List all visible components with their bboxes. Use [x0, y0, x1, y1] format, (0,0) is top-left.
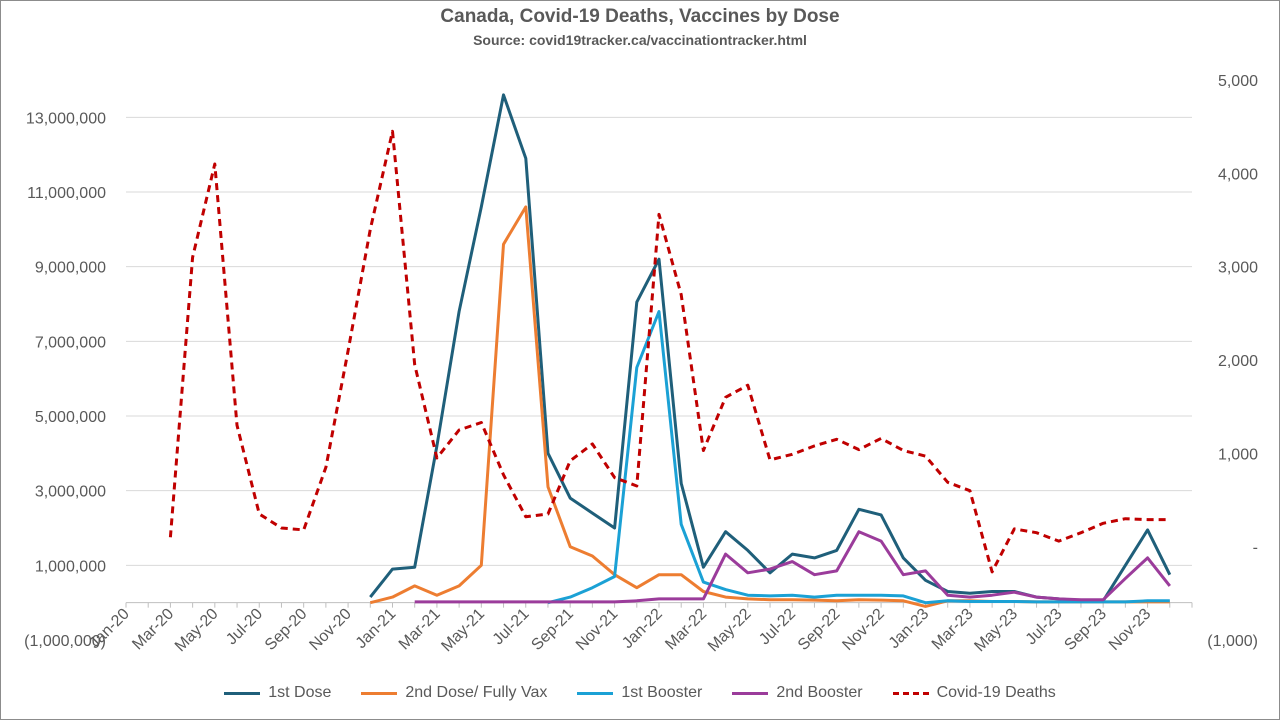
legend-swatch [224, 691, 261, 695]
x-tick-label: Jul-20 [223, 605, 266, 648]
x-tick-label: May-21 [438, 605, 488, 655]
x-tick-label: Jan-21 [353, 605, 400, 652]
x-tick-label: Mar-22 [662, 605, 710, 653]
legend-swatch [732, 691, 769, 695]
x-tick-label: Nov-22 [839, 605, 888, 654]
legend-item: 1st Booster [577, 684, 702, 702]
y-left-tick-label: 13,000,000 [26, 110, 106, 127]
x-tick-label: Mar-21 [396, 605, 444, 653]
y-right-tick-label: 5,000 [1218, 73, 1258, 90]
y-left-tick-label: 1,000,000 [35, 558, 106, 575]
x-tick-label: May-23 [971, 605, 1021, 655]
x-tick-label: Jul-23 [1023, 605, 1066, 648]
series-line-1st-dose [369, 93, 1172, 603]
x-tick-label: Sep-20 [262, 605, 311, 654]
chart-subtitle: Source: covid19tracker.ca/vaccinationtra… [473, 32, 807, 48]
chart-legend: 1st Dose 2nd Dose/ Fully Vax 1st Booster 2n… [0, 684, 1280, 702]
legend-swatch [892, 691, 929, 695]
legend-label: 1st Dose [268, 684, 332, 701]
x-tick-label: May-22 [705, 605, 755, 655]
legend-label: 2nd Booster [776, 684, 863, 701]
legend-label: 2nd Dose/ Fully Vax [405, 684, 548, 701]
x-tick-label: Mar-23 [929, 605, 977, 653]
legend-item: 2nd Dose/ Fully Vax [361, 684, 547, 702]
y-left-tick-label: 11,000,000 [27, 185, 106, 202]
y-left-tick-label: (1,000,000) [24, 633, 106, 650]
y-right-tick-label: 2,000 [1218, 353, 1258, 370]
y-right-tick-label: 4,000 [1218, 166, 1258, 183]
x-tick-label: Jan-23 [886, 605, 933, 652]
series-line-1st-booster [547, 310, 1170, 605]
legend-item: 1st Dose [224, 684, 331, 702]
y-left-tick-label: 5,000,000 [35, 409, 106, 426]
legend-label: 1st Booster [621, 684, 703, 701]
series-line-covid-19-deaths [168, 129, 1170, 574]
x-tick-label: Jan-22 [619, 605, 666, 652]
y-left-tick-label: 7,000,000 [35, 334, 106, 351]
x-tick-label: Sep-22 [795, 605, 844, 654]
y-right-tick-label: 1,000 [1218, 446, 1258, 463]
x-tick-label: Jul-21 [490, 605, 533, 648]
y-right-tick-label: (1,000) [1207, 633, 1258, 650]
y-left-tick-label: 9,000,000 [35, 260, 106, 277]
x-tick-label: Jan-20 [86, 605, 133, 652]
y-left-tick-label: 3,000,000 [35, 484, 106, 501]
x-tick-label: Sep-21 [528, 605, 577, 654]
y-right-tick-label: 3,000 [1218, 260, 1258, 277]
legend-item: 2nd Booster [732, 684, 863, 702]
x-tick-label: Sep-23 [1061, 605, 1110, 654]
x-tick-label: Mar-20 [129, 605, 177, 653]
legend-label: Covid-19 Deaths [936, 684, 1056, 701]
legend-swatch [361, 691, 398, 695]
chart-title: Canada, Covid-19 Deaths, Vaccines by Dos… [440, 6, 840, 27]
legend-item: Covid-19 Deaths [892, 684, 1056, 702]
series-line-2nd-booster [414, 530, 1171, 604]
x-tick-label: Nov-23 [1106, 605, 1155, 654]
x-tick-label: Nov-20 [306, 605, 355, 654]
legend-swatch [577, 691, 614, 695]
x-tick-label: Nov-21 [573, 605, 622, 654]
x-tick-label: May-20 [172, 605, 222, 655]
y-right-tick-label: - [1253, 540, 1258, 557]
x-tick-label: Jul-22 [756, 605, 799, 648]
